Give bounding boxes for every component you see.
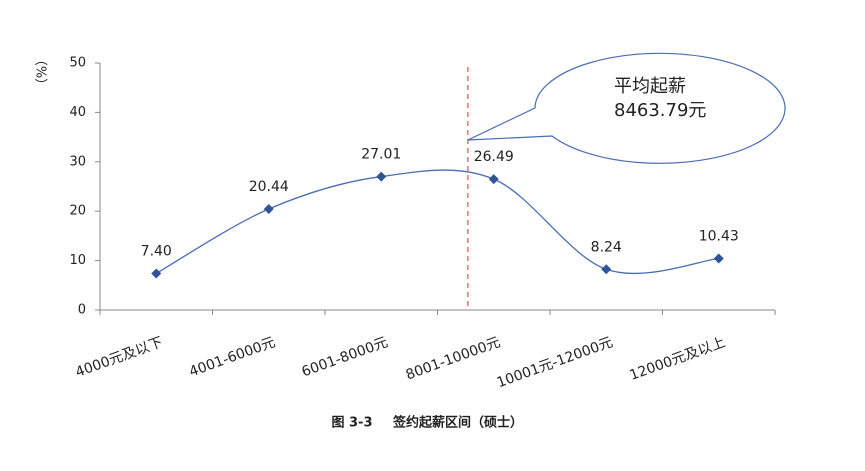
x-tick-label: 10001元-12000元	[495, 334, 615, 391]
data-label: 26.49	[474, 149, 514, 165]
figure-label: 图 3-3	[331, 416, 372, 431]
x-tick-label: 12000元及以上	[628, 334, 728, 383]
data-line	[155, 169, 719, 275]
data-marker	[601, 264, 612, 275]
data-marker	[263, 204, 274, 215]
callout-text: 平均起薪	[614, 76, 686, 97]
data-label: 8.24	[591, 239, 622, 255]
callout-bubble	[467, 52, 786, 164]
data-label: 27.01	[361, 147, 401, 163]
data-marker	[713, 253, 724, 264]
x-tick-label: 6001-8000元	[300, 334, 390, 380]
callout-text: 8463.79元	[614, 100, 706, 121]
y-tick-label: 30	[69, 154, 86, 169]
y-tick-label: 0	[78, 303, 86, 318]
y-tick-label: 10	[69, 253, 86, 268]
data-label: 20.44	[249, 179, 289, 195]
y-axis-label: （%）	[33, 53, 48, 91]
data-label: 10.43	[699, 228, 739, 244]
caption: 签约起薪区间（硕士）	[392, 415, 523, 431]
y-tick-label: 20	[69, 204, 86, 219]
data-label: 7.40	[141, 243, 172, 259]
x-tick-label: 4001-6000元	[187, 334, 277, 380]
data-marker	[488, 174, 499, 185]
y-tick-label: 50	[69, 56, 86, 71]
x-tick-label: 4000元及以下	[73, 334, 165, 380]
data-marker	[376, 171, 387, 182]
y-tick-label: 40	[69, 105, 86, 120]
x-tick-label: 8001-10000元	[404, 334, 503, 383]
data-marker	[151, 268, 162, 279]
